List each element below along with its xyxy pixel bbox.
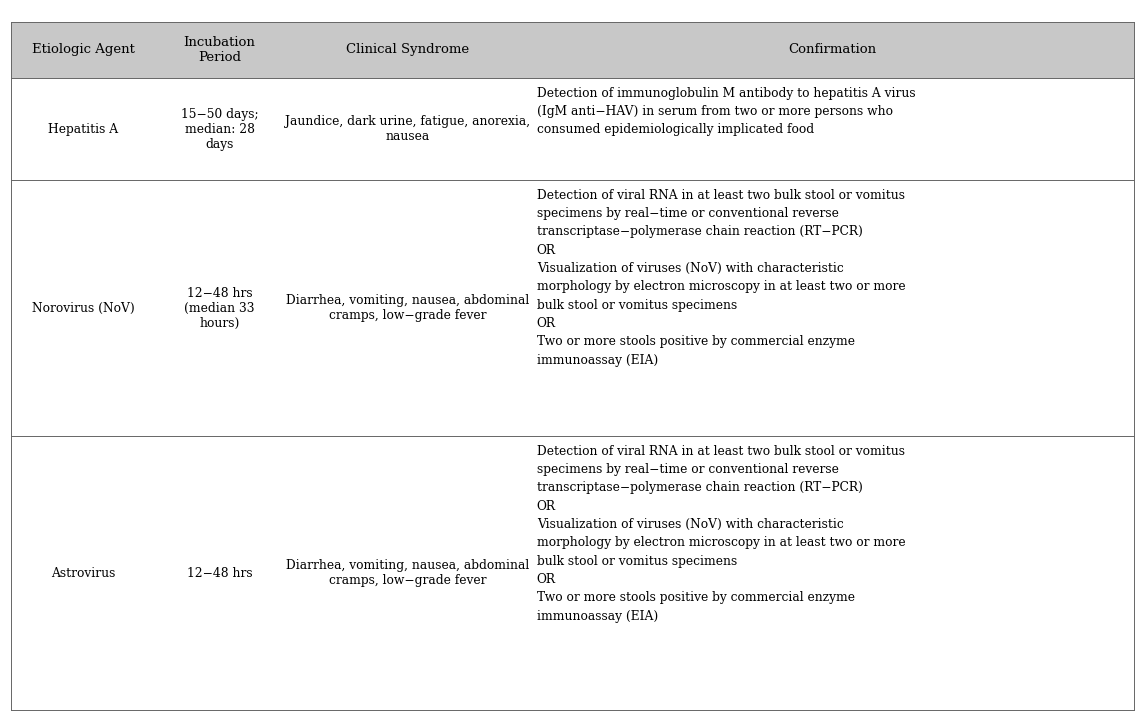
Text: Diarrhea, vomiting, nausea, abdominal
cramps, low−grade fever: Diarrhea, vomiting, nausea, abdominal cr… (286, 559, 529, 587)
Text: (IgM anti−HAV) in serum from two or more persons who: (IgM anti−HAV) in serum from two or more… (537, 105, 893, 118)
Text: bulk stool or vomitus specimens: bulk stool or vomitus specimens (537, 554, 737, 568)
Text: Hepatitis A: Hepatitis A (48, 123, 118, 136)
Text: immunoassay (EIA): immunoassay (EIA) (537, 353, 658, 367)
Text: 12−48 hrs
(median 33
hours): 12−48 hrs (median 33 hours) (184, 286, 255, 329)
Text: Detection of viral RNA in at least two bulk stool or vomitus: Detection of viral RNA in at least two b… (537, 445, 905, 458)
Text: morphology by electron microscopy in at least two or more: morphology by electron microscopy in at … (537, 280, 906, 293)
Text: Visualization of viruses (NoV) with characteristic: Visualization of viruses (NoV) with char… (537, 262, 844, 275)
Text: OR: OR (537, 244, 555, 257)
Text: transcriptase−polymerase chain reaction (RT−PCR): transcriptase−polymerase chain reaction … (537, 226, 862, 239)
Text: bulk stool or vomitus specimens: bulk stool or vomitus specimens (537, 298, 737, 311)
Text: Etiologic Agent: Etiologic Agent (32, 43, 135, 56)
Text: Astrovirus: Astrovirus (52, 567, 116, 580)
Text: specimens by real−time or conventional reverse: specimens by real−time or conventional r… (537, 207, 838, 220)
Text: consumed epidemiologically implicated food: consumed epidemiologically implicated fo… (537, 123, 814, 136)
Text: OR: OR (537, 573, 555, 586)
Text: OR: OR (537, 317, 555, 330)
Text: Incubation
Period: Incubation Period (183, 36, 255, 64)
Text: Visualization of viruses (NoV) with characteristic: Visualization of viruses (NoV) with char… (537, 518, 844, 531)
Bar (11, 22, 1134, 78)
Text: transcriptase−polymerase chain reaction (RT−PCR): transcriptase−polymerase chain reaction … (537, 482, 862, 495)
Text: Diarrhea, vomiting, nausea, abdominal
cramps, low−grade fever: Diarrhea, vomiting, nausea, abdominal cr… (286, 294, 529, 322)
Text: Two or more stools positive by commercial enzyme: Two or more stools positive by commercia… (537, 335, 854, 348)
Text: specimens by real−time or conventional reverse: specimens by real−time or conventional r… (537, 463, 838, 476)
Text: Detection of immunoglobulin M antibody to hepatitis A virus: Detection of immunoglobulin M antibody t… (537, 87, 915, 99)
Text: Clinical Syndrome: Clinical Syndrome (346, 43, 469, 56)
Text: Norovirus (NoV): Norovirus (NoV) (32, 301, 135, 314)
Text: OR: OR (537, 500, 555, 513)
Text: 12−48 hrs: 12−48 hrs (187, 567, 252, 580)
Text: Confirmation: Confirmation (788, 43, 876, 56)
Text: Two or more stools positive by commercial enzyme: Two or more stools positive by commercia… (537, 591, 854, 604)
Text: Jaundice, dark urine, fatigue, anorexia,
nausea: Jaundice, dark urine, fatigue, anorexia,… (285, 115, 530, 143)
Text: morphology by electron microscopy in at least two or more: morphology by electron microscopy in at … (537, 536, 906, 549)
Text: immunoassay (EIA): immunoassay (EIA) (537, 610, 658, 623)
Text: 15−50 days;
median: 28
days: 15−50 days; median: 28 days (181, 107, 259, 151)
Text: Detection of viral RNA in at least two bulk stool or vomitus: Detection of viral RNA in at least two b… (537, 189, 905, 202)
